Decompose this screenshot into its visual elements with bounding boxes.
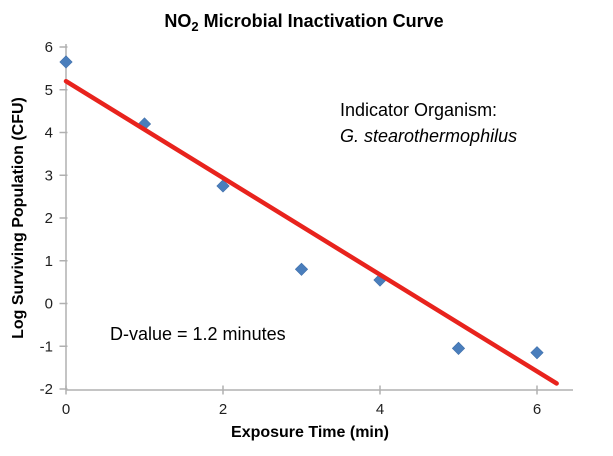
y-tick-label: 5 [45, 82, 53, 99]
x-axis-title: Exposure Time (min) [231, 424, 389, 441]
indicator-organism-species: G. stearothermophilus [340, 126, 517, 146]
chart-title-prefix: NO [164, 11, 191, 31]
data-point-marker [294, 262, 309, 276]
data-point-marker [530, 346, 544, 360]
y-axis-title: Log Surviving Population (CFU) [10, 97, 27, 339]
y-tick-group: -2 -1 0 1 2 3 4 5 6 [40, 39, 68, 398]
trendline [63, 78, 559, 386]
axes [65, 44, 573, 391]
chart-title: NO2 Microbial Inactivation Curve [164, 11, 443, 34]
y-tick-label: 1 [45, 253, 53, 270]
chart-title-suffix: Microbial Inactivation Curve [199, 11, 444, 31]
data-points-group [59, 55, 544, 360]
y-tick-label: 2 [45, 210, 53, 227]
y-tick-label: -2 [40, 381, 53, 398]
chart-title-subscript: 2 [191, 19, 198, 34]
x-tick-label: 4 [376, 401, 384, 418]
y-tick-label: 0 [45, 296, 53, 313]
y-tick-label: -1 [40, 338, 53, 355]
x-tick-label: 0 [62, 401, 70, 418]
y-tick-label: 4 [45, 125, 53, 142]
x-tick-group: 0 2 4 6 [62, 385, 541, 418]
d-value-label: D-value = 1.2 minutes [110, 324, 286, 344]
data-point-marker [59, 55, 73, 69]
data-point-marker [216, 179, 230, 193]
data-point-marker [451, 341, 466, 355]
indicator-organism-label: Indicator Organism: [340, 100, 497, 120]
x-tick-label: 6 [533, 401, 541, 418]
x-tick-label: 2 [219, 401, 227, 418]
y-tick-label: 3 [45, 167, 53, 184]
y-tick-label: 6 [45, 39, 53, 56]
